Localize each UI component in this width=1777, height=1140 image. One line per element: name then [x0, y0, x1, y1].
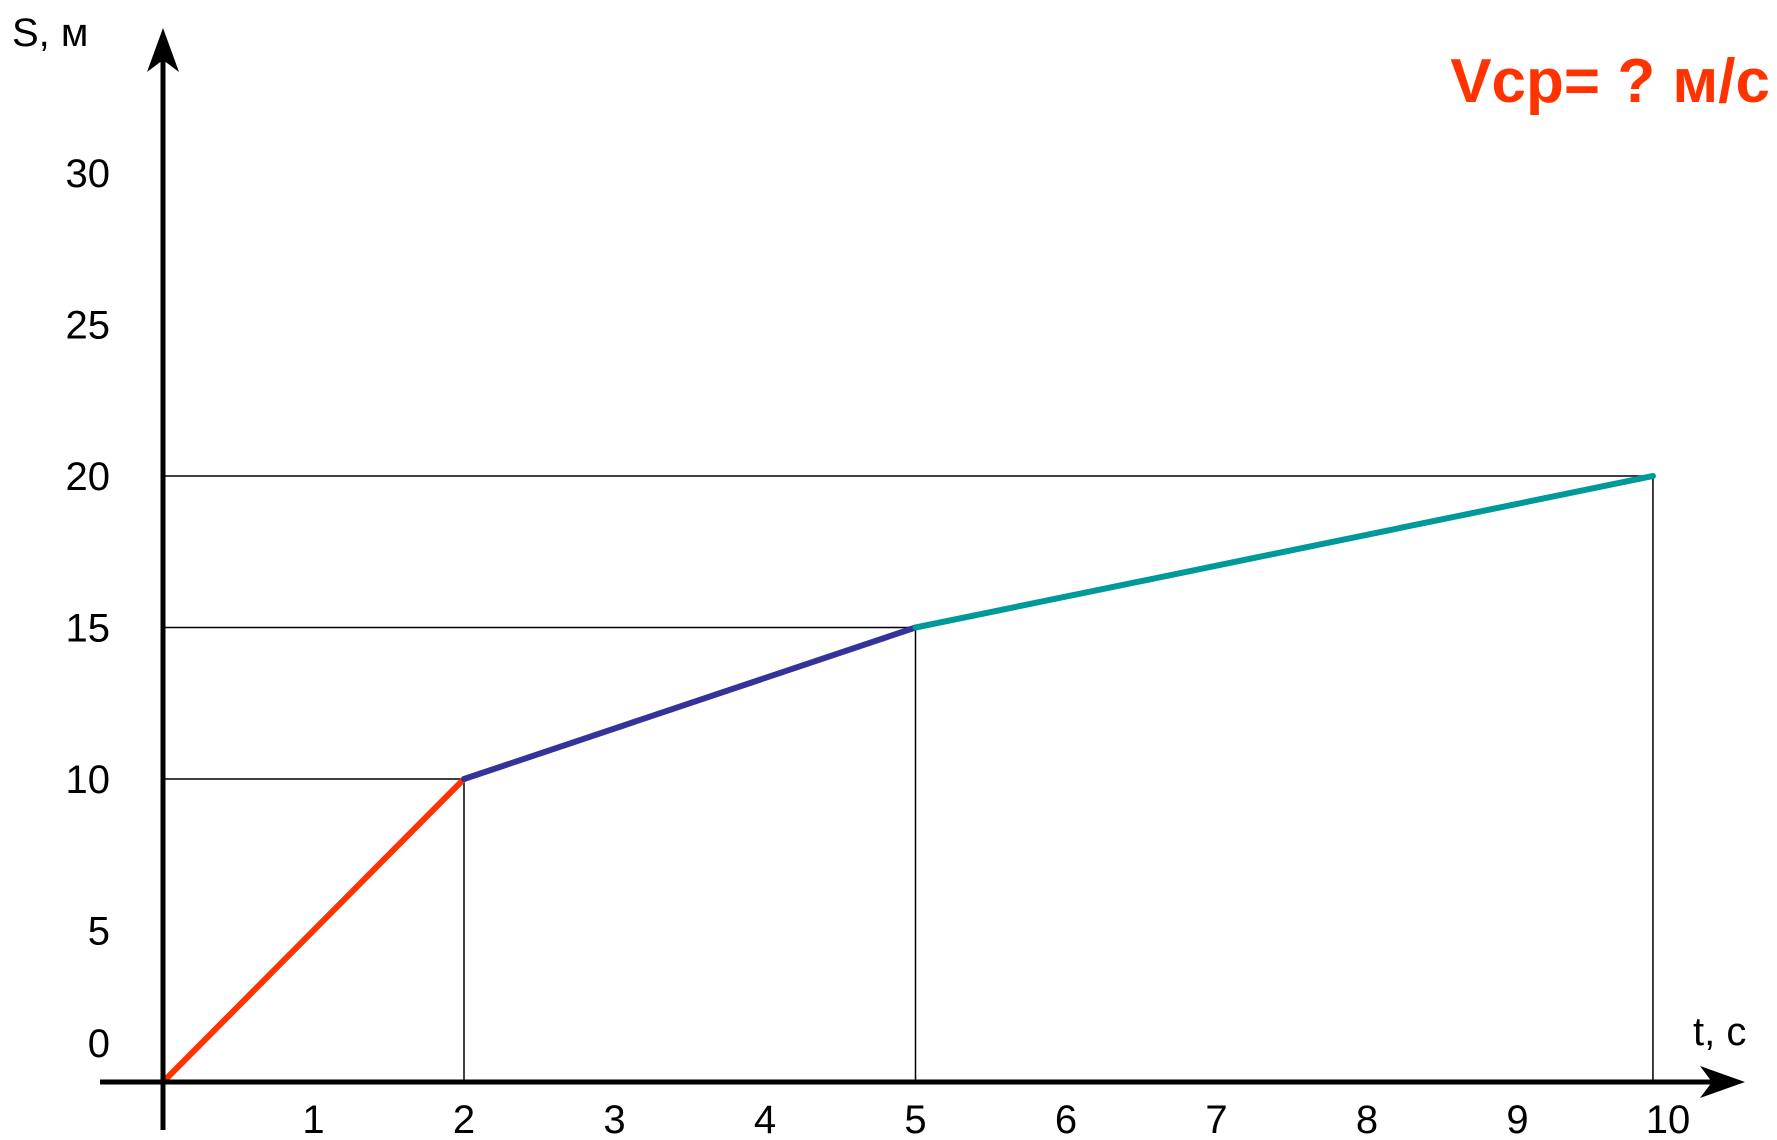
- graph-segments: [160, 473, 1656, 1085]
- segment-2: [461, 624, 919, 782]
- x-tick-label-7: 7: [1205, 1098, 1227, 1140]
- segment-1: [160, 776, 467, 1085]
- y-tick-labels: 0 5 10 15 20 25 30: [66, 152, 111, 1066]
- x-tick-labels: 1 2 3 4 5 6 7 8 9 10: [302, 1098, 1690, 1140]
- y-tick-label-15: 15: [66, 607, 111, 651]
- x-tick-label-2: 2: [453, 1098, 475, 1140]
- y-tick-label-20: 20: [66, 455, 111, 499]
- x-tick-label-4: 4: [754, 1098, 776, 1140]
- y-tick-label-0: 0: [88, 1022, 110, 1066]
- x-tick-label-6: 6: [1055, 1098, 1077, 1140]
- y-tick-label-30: 30: [66, 152, 111, 196]
- x-tick-label-3: 3: [603, 1098, 625, 1140]
- y-tick-label-10: 10: [66, 758, 111, 802]
- x-tick-label-10: 10: [1646, 1098, 1691, 1140]
- x-tick-label-5: 5: [904, 1098, 926, 1140]
- y-axis-label: S, м: [12, 11, 88, 55]
- average-speed-question: Vср= ? м/с: [1450, 47, 1770, 116]
- y-tick-label-25: 25: [66, 304, 111, 348]
- x-tick-label-9: 9: [1506, 1098, 1528, 1140]
- segment-3: [912, 473, 1656, 631]
- x-tick-label-1: 1: [302, 1098, 324, 1140]
- y-axis-arrow: [147, 28, 179, 72]
- guide-lines: [163, 475, 1654, 1082]
- x-axis-arrow: [1700, 1066, 1745, 1098]
- y-tick-label-5: 5: [88, 910, 110, 954]
- x-tick-label-8: 8: [1356, 1098, 1378, 1140]
- x-axis-label: t, с: [1693, 1010, 1746, 1054]
